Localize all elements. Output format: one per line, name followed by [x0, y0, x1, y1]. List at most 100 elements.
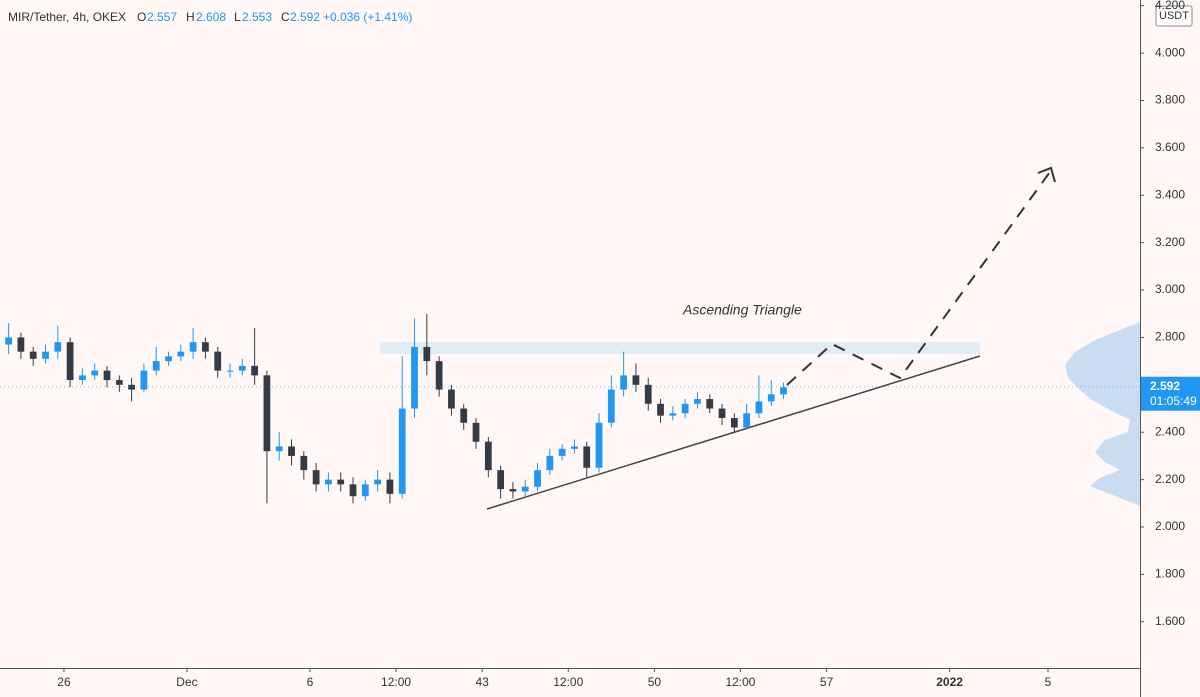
candle-body: [140, 370, 148, 390]
candle-body: [300, 455, 308, 471]
symbol: MIR/Tether, 4h, OKEX: [8, 10, 126, 24]
unit-label: USDT: [1159, 10, 1189, 22]
candle-body: [398, 408, 406, 494]
candle-body: [325, 479, 332, 485]
candle-body: [5, 337, 12, 345]
y-tick-label: 2.200: [1155, 472, 1185, 486]
y-tick-label: 1.800: [1155, 567, 1185, 581]
candle-body: [349, 484, 357, 497]
x-tick-label: 2022: [936, 675, 963, 689]
x-tick-label: 43: [475, 675, 489, 689]
candle-body: [681, 403, 689, 414]
candle-body: [484, 441, 492, 471]
candle-body: [730, 418, 738, 428]
candle-body: [189, 342, 197, 352]
candle-body: [165, 356, 172, 362]
last-price-label: 2.592: [1150, 379, 1180, 393]
y-tick-label: 3.600: [1155, 140, 1185, 154]
candle-body: [472, 422, 480, 442]
countdown: 01:05:49: [1150, 394, 1197, 408]
candle-body: [54, 342, 62, 352]
candle-body: [706, 399, 714, 409]
support-trendline: [486, 355, 981, 510]
candle-body: [214, 351, 222, 371]
close-value: 2.592: [290, 10, 320, 24]
candle-body: [177, 351, 185, 357]
candle-body: [632, 375, 640, 385]
candle-body: [780, 387, 787, 395]
last-price-tag: [1141, 376, 1200, 411]
x-tick-label: 12:00: [553, 675, 583, 689]
y-tick-label: 2.400: [1155, 424, 1185, 438]
projection-arrowhead: [1037, 166, 1056, 183]
candle-body: [657, 403, 664, 416]
candle-body: [595, 422, 603, 468]
y-tick-label: 4.000: [1155, 45, 1185, 59]
candle-body: [17, 337, 25, 352]
candle-body: [361, 484, 369, 497]
candle-body: [620, 375, 628, 390]
candle-body: [718, 408, 726, 419]
candle-body: [66, 342, 74, 381]
candle-body: [202, 342, 209, 352]
candle-body: [497, 470, 505, 490]
candle-body: [583, 446, 591, 468]
x-tick-label: 26: [57, 675, 71, 689]
candle-body: [115, 380, 123, 385]
candle-body: [743, 413, 751, 428]
projection-path: [786, 171, 1051, 386]
candle-body: [546, 455, 554, 471]
annotation: Ascending Triangle: [682, 302, 802, 318]
candle-body: [128, 384, 135, 390]
candle-body: [337, 479, 345, 485]
x-tick-label: 50: [648, 675, 662, 689]
x-tick-label: 5: [1045, 675, 1052, 689]
x-tick-label: 12:00: [381, 675, 411, 689]
y-tick-label: 2.000: [1155, 519, 1185, 533]
candle-body: [509, 489, 517, 492]
candle-body: [288, 446, 295, 456]
candle-body: [103, 370, 111, 381]
candle-body: [607, 389, 615, 423]
candle-body: [423, 346, 431, 362]
candle-body: [251, 365, 259, 376]
candle-body: [263, 375, 271, 452]
candle-body: [312, 470, 320, 485]
low-label: L: [234, 10, 241, 24]
candle-body: [411, 346, 418, 409]
x-tick-label: 57: [820, 675, 834, 689]
candle-body: [755, 401, 763, 414]
close-label: C: [281, 10, 290, 24]
y-tick-label: 3.800: [1155, 93, 1185, 107]
candle-body: [534, 470, 541, 487]
candle-body: [694, 399, 701, 404]
candle-body: [91, 370, 99, 376]
low-value: 2.553: [242, 10, 272, 24]
candle-body: [644, 384, 652, 404]
y-tick-label: 3.000: [1155, 282, 1185, 296]
open-value: 2.557: [147, 10, 177, 24]
candle-body: [571, 446, 578, 449]
candle-body: [558, 448, 566, 456]
unit-box[interactable]: [1155, 5, 1193, 27]
change: +0.036 (+1.41%): [323, 10, 412, 24]
x-tick-label: 6: [307, 675, 314, 689]
candle-body: [767, 394, 775, 402]
candle-body: [226, 370, 234, 372]
candle-body: [448, 389, 455, 409]
y-tick-label: 1.600: [1155, 614, 1185, 628]
candle-body: [152, 361, 160, 371]
y-tick-label: 3.400: [1155, 187, 1185, 201]
candle-body: [435, 361, 443, 390]
x-tick-label: Dec: [176, 675, 197, 689]
candle-body: [521, 486, 529, 492]
candle-body: [29, 351, 37, 359]
legend: MIR/Tether, 4h, OKEX O 2.557 H 2.608 L 2…: [8, 10, 412, 24]
high-value: 2.608: [196, 10, 226, 24]
resistance-zone: [380, 342, 980, 354]
y-tick-label: 4.200: [1155, 0, 1185, 12]
open-label: O: [137, 10, 146, 24]
candle-body: [669, 413, 677, 416]
candle-body: [386, 479, 394, 494]
high-label: H: [186, 10, 195, 24]
